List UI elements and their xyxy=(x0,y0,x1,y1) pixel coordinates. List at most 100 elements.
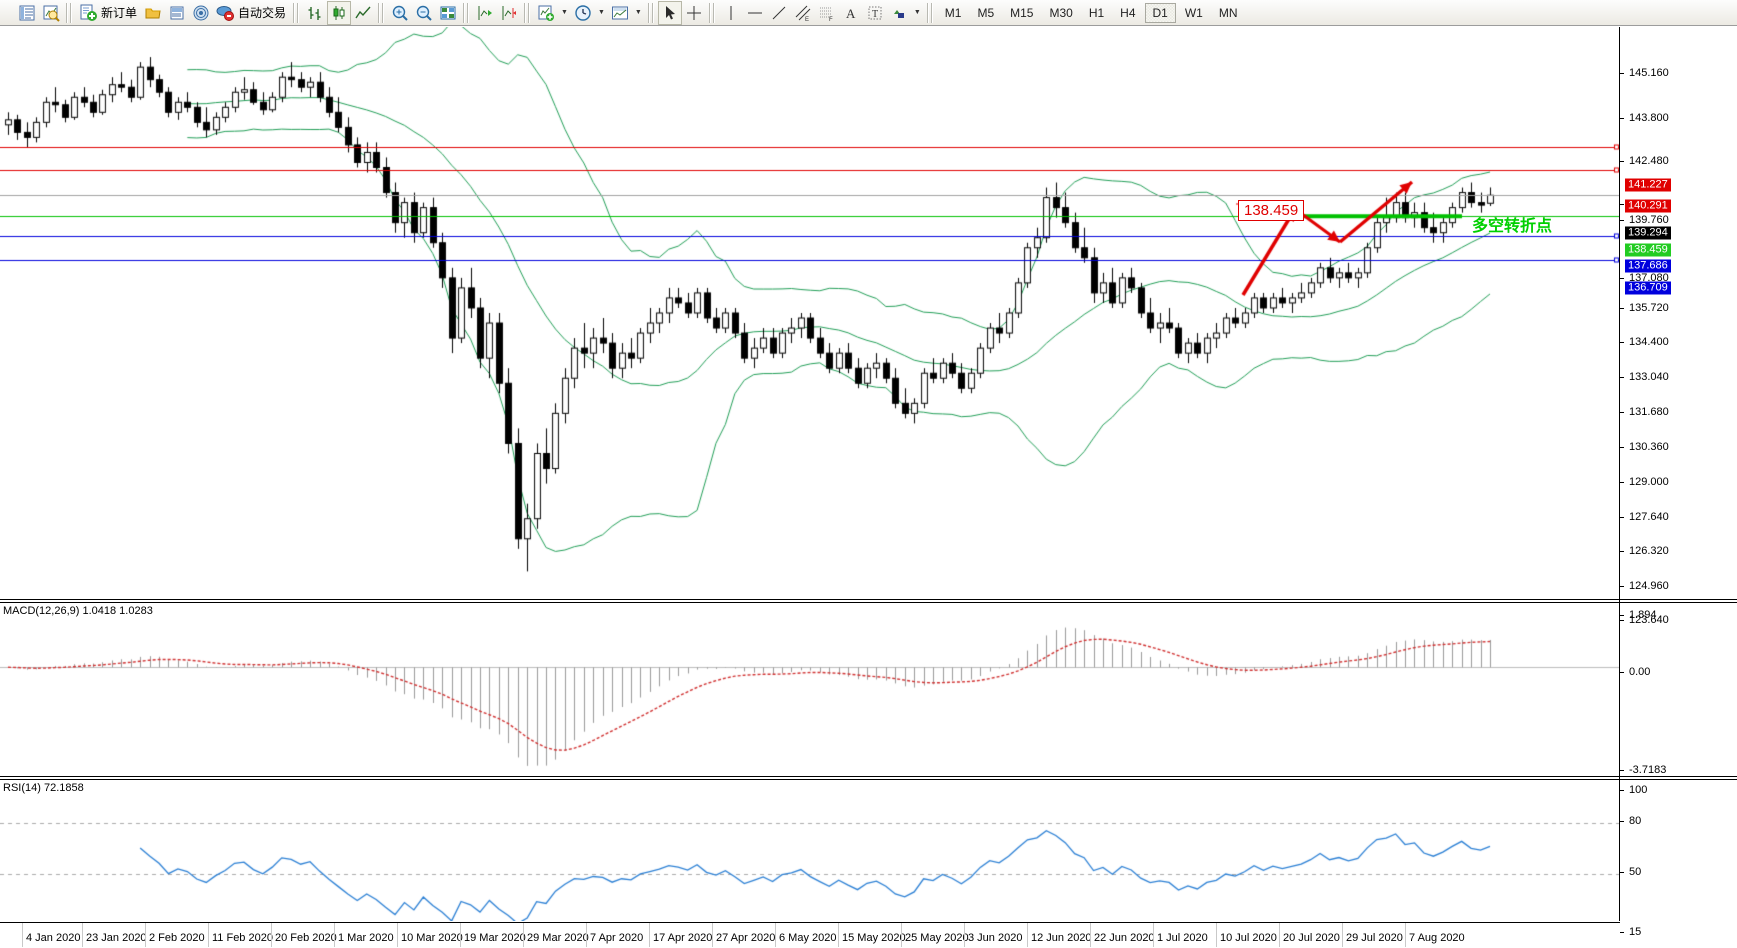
fibonacci-retracement-icon[interactable]: F xyxy=(815,1,839,25)
signals-icon[interactable] xyxy=(189,1,213,25)
price-level-chip[interactable]: 140.291 xyxy=(1625,199,1671,213)
templates-icon[interactable] xyxy=(608,1,632,25)
panel-separator-macd[interactable] xyxy=(0,599,1737,603)
axis-tick-label: 50 xyxy=(1629,866,1642,878)
chart-shift-icon[interactable] xyxy=(497,1,521,25)
axis-tick xyxy=(1620,620,1624,621)
toolbar-grip[interactable] xyxy=(926,2,934,23)
metaeditor-icon[interactable] xyxy=(141,1,165,25)
timeframe-m15[interactable]: M15 xyxy=(1010,5,1034,20)
price-chart-canvas[interactable] xyxy=(0,27,1620,599)
rsi-panel[interactable]: RSI(14) 72.1858 xyxy=(0,781,1620,921)
axis-tick-label: 130.360 xyxy=(1629,441,1669,453)
market-watch-icon[interactable] xyxy=(15,1,39,25)
price-axis-divider xyxy=(1619,27,1620,921)
date-tick-label: 20 Feb 2020 xyxy=(275,932,337,944)
indicators-dropdown-arrow[interactable]: ▼ xyxy=(561,9,568,16)
timeframe-m30[interactable]: M30 xyxy=(1049,5,1073,20)
timeframe-m1[interactable]: M1 xyxy=(944,5,962,20)
price-level-chip[interactable]: 141.227 xyxy=(1625,178,1671,192)
rsi-label[interactable]: RSI(14) 72.1858 xyxy=(3,782,84,794)
vertical-line-icon[interactable] xyxy=(719,1,743,25)
price-annotation-box: 138.459 xyxy=(1238,200,1305,221)
axis-tick-label: 15 xyxy=(1629,926,1642,938)
equidistant-channel-icon[interactable]: E xyxy=(791,1,815,25)
zoom-out-icon[interactable] xyxy=(412,1,436,25)
axis-tick-label: 134.400 xyxy=(1629,336,1669,348)
toolbar-grip[interactable] xyxy=(463,2,471,23)
rsi-axis[interactable]: 100 80 50 15 xyxy=(1620,781,1737,938)
date-tick-label: 17 Apr 2020 xyxy=(653,932,713,944)
timeframe-h1[interactable]: H1 xyxy=(1088,5,1105,20)
zoom-in-icon[interactable] xyxy=(388,1,412,25)
date-tick xyxy=(208,923,209,947)
date-axis[interactable]: 4 Jan 2020 23 Jan 2020 2 Feb 2020 11 Feb 20… xyxy=(0,922,1620,948)
macd-axis[interactable]: 1.894 0.00 -3.7183 xyxy=(1620,604,1737,776)
macd-label[interactable]: MACD(12,26,9) 1.0418 1.0283 xyxy=(3,605,153,617)
autotrading-label[interactable]: 自动交易 xyxy=(238,6,287,20)
periods-icon[interactable] xyxy=(571,1,595,25)
shapes-icon[interactable] xyxy=(887,1,911,25)
crosshair-icon[interactable] xyxy=(682,1,706,25)
auto-scroll-icon[interactable] xyxy=(473,1,497,25)
date-tick xyxy=(271,923,272,947)
autotrading-icon[interactable] xyxy=(213,1,237,25)
date-tick xyxy=(1216,923,1217,947)
panel-separator-rsi[interactable] xyxy=(0,776,1737,780)
main-toolbar[interactable]: 新订单 自动交易 ▼ ▼ ▼ E F A T ▼ M1 M5 M15 M30 H1 H4 D1 W1 MN xyxy=(0,0,1737,26)
date-tick xyxy=(964,923,965,947)
price-chart-panel[interactable] xyxy=(0,27,1620,599)
new-order-icon[interactable] xyxy=(76,1,100,25)
shapes-dropdown-arrow[interactable]: ▼ xyxy=(913,9,921,16)
date-tick-label: 22 Jun 2020 xyxy=(1094,932,1155,944)
indicators-icon[interactable] xyxy=(534,1,558,25)
horizontal-line-icon[interactable] xyxy=(743,1,767,25)
date-tick-label: 19 Mar 2020 xyxy=(464,932,526,944)
date-tick-label: 4 Jan 2020 xyxy=(26,932,81,944)
data-window-icon[interactable] xyxy=(39,1,63,25)
toolbar-grip[interactable] xyxy=(647,2,655,23)
text-label-icon[interactable]: T xyxy=(863,1,887,25)
price-level-chip[interactable]: 136.709 xyxy=(1625,281,1671,295)
date-tick xyxy=(838,923,839,947)
date-tick xyxy=(712,923,713,947)
axis-tick-label: 127.640 xyxy=(1629,511,1669,523)
date-tick xyxy=(523,923,524,947)
line-chart-icon[interactable] xyxy=(351,1,375,25)
chart-grid-icon[interactable] xyxy=(436,1,460,25)
date-tick-label: 20 Jul 2020 xyxy=(1283,932,1340,944)
trendline-icon[interactable] xyxy=(767,1,791,25)
new-order-label[interactable]: 新订单 xyxy=(101,6,138,20)
axis-tick xyxy=(1620,377,1624,378)
timeframe-m5[interactable]: M5 xyxy=(977,5,995,20)
toolbar-grip[interactable] xyxy=(378,2,386,23)
timeframe-d1[interactable]: D1 xyxy=(1144,2,1176,23)
macd-panel[interactable]: MACD(12,26,9) 1.0418 1.0283 xyxy=(0,604,1620,776)
price-level-chip[interactable]: 138.459 xyxy=(1625,243,1671,257)
templates-dropdown-arrow[interactable]: ▼ xyxy=(634,9,642,16)
periods-dropdown-arrow[interactable]: ▼ xyxy=(597,9,605,16)
axis-tick xyxy=(1620,204,1624,205)
timeframe-w1[interactable]: W1 xyxy=(1184,5,1203,20)
candlestick-chart-icon[interactable] xyxy=(327,0,352,25)
toolbar-grip[interactable] xyxy=(293,2,301,23)
price-axis[interactable]: 145.160143.800142.480141.227141.116140.2… xyxy=(1620,27,1737,626)
toolbar-grip[interactable] xyxy=(524,2,532,23)
date-tick xyxy=(1027,923,1028,947)
axis-tick xyxy=(1620,342,1624,343)
cursor-icon[interactable] xyxy=(657,0,682,25)
text-icon[interactable]: A xyxy=(839,1,863,25)
toolbar-grip[interactable] xyxy=(66,2,73,23)
timeframe-h4[interactable]: H4 xyxy=(1120,5,1136,20)
strategy-tester-icon[interactable] xyxy=(165,1,189,25)
date-tick xyxy=(901,923,902,947)
date-tick-label: 6 May 2020 xyxy=(779,932,837,944)
price-level-chip[interactable]: 139.294 xyxy=(1625,226,1671,240)
axis-tick-label: 131.680 xyxy=(1629,406,1669,418)
bar-chart-icon[interactable] xyxy=(303,1,327,25)
timeframe-mn[interactable]: MN xyxy=(1218,5,1238,20)
price-level-chip[interactable]: 137.686 xyxy=(1625,259,1671,273)
toolbar-grip[interactable] xyxy=(708,2,716,23)
svg-text:F: F xyxy=(829,17,833,22)
date-tick-label: 1 Mar 2020 xyxy=(338,932,394,944)
